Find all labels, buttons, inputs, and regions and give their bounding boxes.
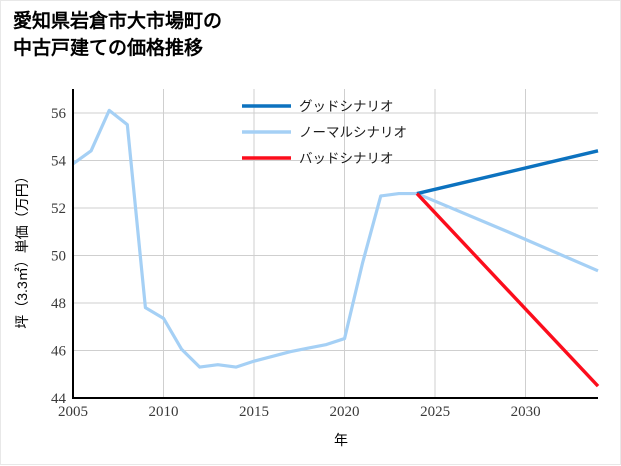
axis-spine: [71, 89, 598, 400]
x-tick-label: 2005: [58, 404, 88, 420]
y-tick-label: 56: [51, 106, 67, 122]
x-axis-tick-labels: 2005 2010 2015 2020 2025 2030: [58, 404, 541, 420]
legend-label-グッドシナリオ: グッドシナリオ: [299, 99, 394, 114]
series-line-バッドシナリオ: [415, 192, 600, 388]
x-tick-label: 2025: [420, 404, 450, 420]
series-line-グッドシナリオ: [416, 149, 599, 196]
gridlines: [73, 89, 598, 398]
x-tick-label: 2010: [149, 404, 179, 420]
y-tick-label: 44: [51, 391, 67, 407]
y-axis-tick-labels: 44 46 48 50 52 54 56: [51, 106, 67, 407]
legend-label-バッドシナリオ: バッドシナリオ: [299, 151, 394, 166]
series-line-ノーマルシナリオ: [72, 108, 599, 369]
y-tick-label: 52: [51, 201, 66, 217]
x-tick-label: 2030: [511, 404, 541, 420]
y-tick-label: 46: [51, 343, 67, 359]
legend-label-ノーマルシナリオ: ノーマルシナリオ: [299, 125, 407, 140]
x-tick-label: 2020: [330, 404, 360, 420]
y-tick-label: 48: [51, 296, 66, 312]
y-tick-label: 50: [51, 248, 66, 264]
axis-spines: [71, 89, 598, 400]
y-axis-title: 坪（3.3㎡）単価（万円）: [14, 169, 30, 328]
y-tick-label: 54: [51, 153, 67, 169]
page-title: 愛知県岩倉市大市場町の 中古戸建ての価格推移: [13, 11, 223, 59]
x-tick-label: 2015: [239, 404, 269, 420]
series-lines: [72, 108, 600, 388]
x-axis-title: 年: [334, 432, 348, 448]
